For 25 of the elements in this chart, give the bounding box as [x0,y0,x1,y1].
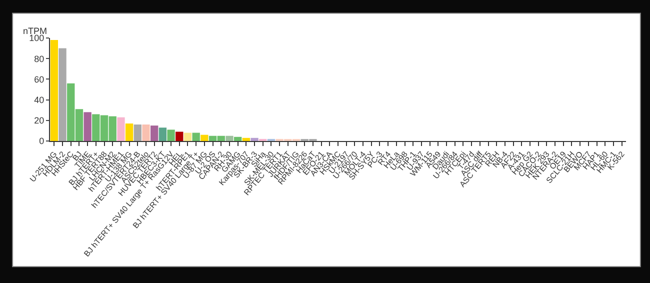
bar [226,136,234,141]
bar [184,132,192,141]
y-tick-label: 20 [34,116,44,126]
bar [84,112,92,141]
y-tick-label: 60 [34,74,44,84]
bar [200,134,208,141]
bar [117,117,125,141]
y-tick-label: 100 [29,33,44,44]
y-axis-title: nTPM [23,26,48,36]
bar [125,123,134,141]
bar [167,130,175,141]
y-tick-label: 80 [34,54,44,64]
bar [242,138,250,141]
bar [142,124,150,141]
bar [176,132,184,141]
bar [50,40,58,141]
bar [234,136,242,141]
bar [192,132,200,141]
y-tick-label: 40 [34,94,44,105]
bar [250,138,258,141]
bar [134,124,142,141]
bar [150,126,158,141]
bar [158,128,167,141]
bar [58,48,66,141]
y-tick-label: 0 [39,136,44,146]
